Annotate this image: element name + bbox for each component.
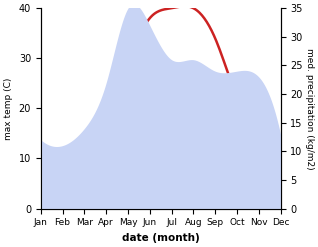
Y-axis label: med. precipitation (kg/m2): med. precipitation (kg/m2) (305, 48, 314, 169)
Y-axis label: max temp (C): max temp (C) (4, 77, 13, 140)
X-axis label: date (month): date (month) (122, 233, 199, 243)
